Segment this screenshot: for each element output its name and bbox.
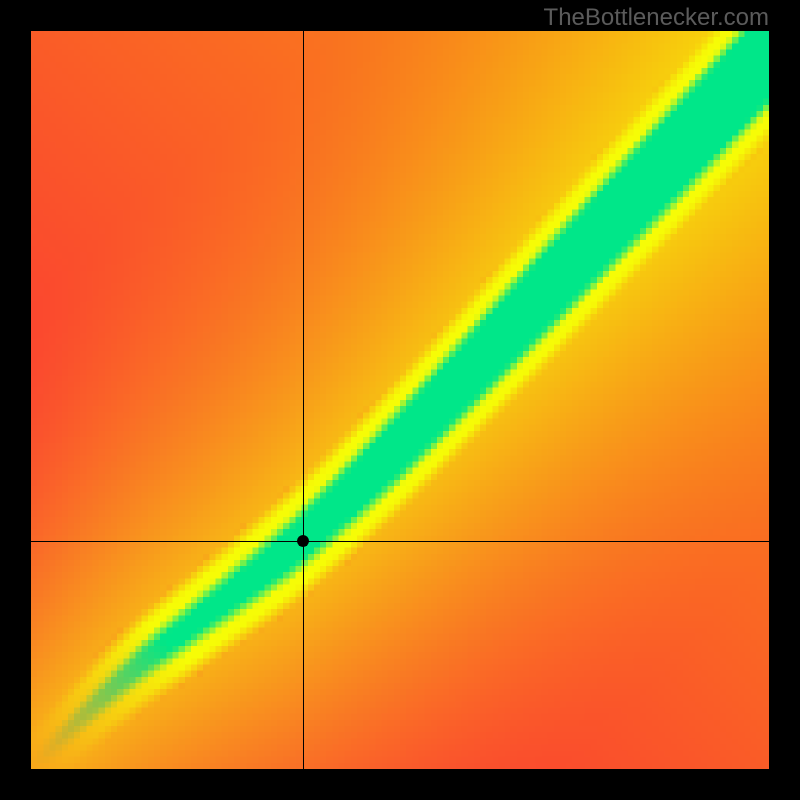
attribution-label: TheBottlenecker.com xyxy=(544,4,769,32)
crosshair-overlay xyxy=(31,31,769,769)
